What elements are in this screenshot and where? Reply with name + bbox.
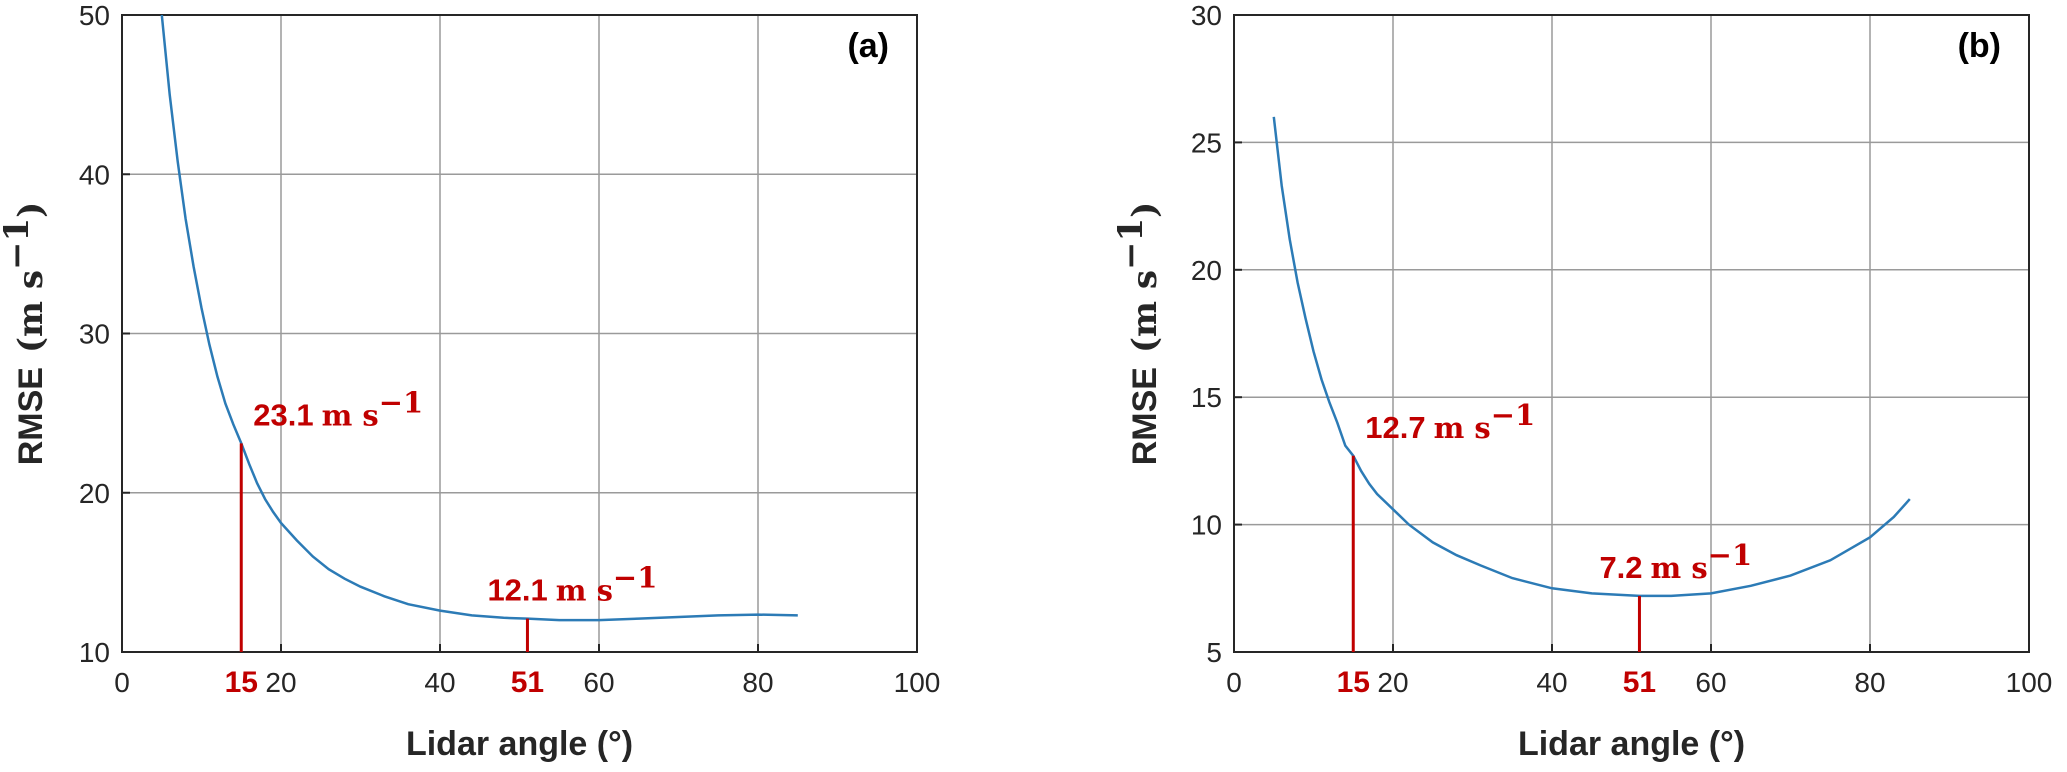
x-tick-label: 80 (1854, 667, 1885, 698)
marker-unit: m s (1651, 551, 1708, 585)
y-tick-label: 25 (1191, 127, 1222, 158)
x-tick-label: 100 (2006, 667, 2053, 698)
marker-value: 7.2 (1599, 550, 1642, 585)
y-axis-title-exponent: −1 (1111, 218, 1151, 270)
x-tick-label: 40 (1536, 667, 1567, 698)
x-tick-label: 80 (742, 667, 773, 698)
rmse-curve (1272, 116, 1911, 598)
rmse-curve (160, 15, 798, 622)
marker-unit-exponent: −1 (1491, 398, 1535, 432)
y-tick-label: 15 (1191, 382, 1222, 413)
y-tick-label: 10 (79, 637, 110, 668)
y-tick-label: 20 (79, 478, 110, 509)
y-tick-label: 50 (79, 0, 110, 31)
marker-value: 12.7 (1365, 410, 1425, 445)
axes-box (1233, 14, 2030, 653)
panel-label: (b) (1958, 27, 2001, 65)
y-axis-title-exponent: −1 (0, 218, 37, 270)
marker-unit: m s (1434, 411, 1491, 445)
y-tick-label: 30 (79, 319, 110, 350)
marker-unit: m s (556, 574, 613, 608)
panel-a: 0 20 40 60 80 100 10 20 30 40 50 Lidar angle (°) RMS… (0, 0, 940, 763)
marker-value-annotation: 12.7 m s−1 (1365, 398, 1535, 445)
marker-angle-label: 15 (1337, 666, 1370, 699)
x-axis-title: Lidar angle (°) (406, 725, 633, 763)
marker-unit-exponent: −1 (1708, 538, 1752, 572)
x-tick-label: 20 (265, 667, 296, 698)
y-axis-title-unit: (m s (11, 270, 51, 353)
marker-value: 23.1 (253, 397, 313, 432)
y-axis-title: RMSE (m s−1) (0, 202, 51, 466)
panel-label: (a) (847, 27, 889, 65)
y-axis-title-text: RMSE (1126, 367, 1164, 465)
y-axis-title: RMSE (m s−1) (1111, 202, 1165, 466)
marker-angle-label: 51 (1623, 666, 1656, 699)
x-tick-label: 0 (114, 667, 130, 698)
y-tick-label: 5 (1206, 637, 1222, 668)
marker-unit: m s (322, 398, 379, 432)
y-tick-label: 10 (1191, 510, 1222, 541)
y-axis-title-text: RMSE (12, 367, 50, 465)
y-axis-title-unit: (m s (1125, 270, 1165, 353)
marker-value: 12.1 (487, 573, 547, 608)
x-tick-label: 60 (1695, 667, 1726, 698)
x-tick-label: 20 (1377, 667, 1408, 698)
marker-unit-exponent: −1 (379, 385, 423, 419)
y-tick-label: 30 (1191, 0, 1222, 31)
y-axis-title-close: ) (1125, 202, 1165, 218)
x-tick-label: 100 (894, 667, 941, 698)
y-tick-label: 20 (1191, 255, 1222, 286)
y-tick-label: 40 (79, 159, 110, 190)
marker-angle-label: 51 (511, 666, 544, 699)
x-axis-title: Lidar angle (°) (1518, 725, 1745, 763)
marker-value-annotation: 23.1 m s−1 (253, 385, 423, 432)
x-tick-label: 40 (424, 667, 455, 698)
marker-angle-label: 15 (225, 666, 258, 699)
plot-area (1234, 15, 2029, 652)
x-tick-label: 0 (1226, 667, 1242, 698)
marker-unit-exponent: −1 (613, 561, 657, 595)
x-tick-label: 60 (583, 667, 614, 698)
marker-value-annotation: 7.2 m s−1 (1599, 538, 1752, 585)
marker-value-annotation: 12.1 m s−1 (487, 561, 657, 608)
y-axis-title-close: ) (11, 202, 51, 218)
